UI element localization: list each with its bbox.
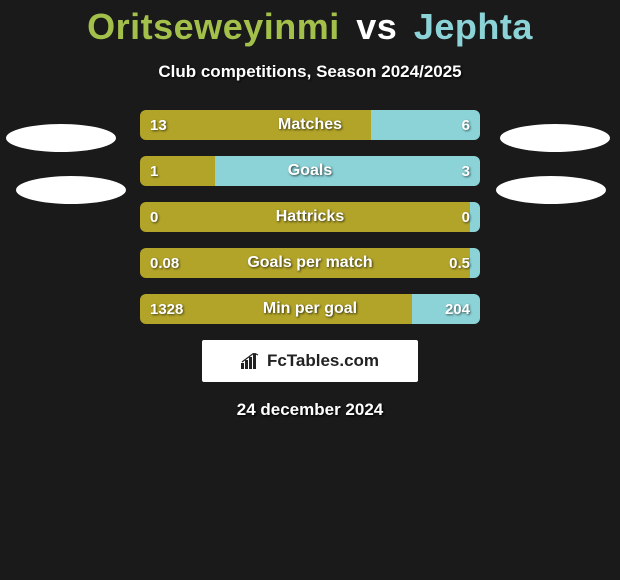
stat-left-value: 1328 [140,294,412,324]
date-label: 24 december 2024 [0,400,620,420]
stat-right-value: 3 [215,156,480,186]
stat-left-value: 13 [140,110,371,140]
page-title: Oritseweyinmi vs Jephta [0,0,620,48]
title-vs: vs [356,6,397,47]
stat-right-value: 0 [470,202,480,232]
stats-bars: 136Matches 13Goals 00Hattricks 0.080.5Goals… [70,110,550,324]
stat-left-value: 1 [140,156,215,186]
stat-left-value: 0 [140,202,470,232]
stat-right-value: 0.5 [470,248,480,278]
stat-row: 00Hattricks [140,202,480,232]
stat-row: 0.080.5Goals per match [140,248,480,278]
stat-left-value: 0.08 [140,248,470,278]
title-player2: Jephta [414,6,533,47]
stat-row: 13Goals [140,156,480,186]
fctables-logo: FcTables.com [202,340,418,382]
stat-row: 1328204Min per goal [140,294,480,324]
stat-right-value: 204 [412,294,480,324]
logo-text: FcTables.com [267,351,379,371]
stat-row: 136Matches [140,110,480,140]
title-player1: Oritseweyinmi [87,6,340,47]
subtitle: Club competitions, Season 2024/2025 [0,62,620,82]
comparison-infographic: Oritseweyinmi vs Jephta Club competition… [0,0,620,580]
stat-right-value: 6 [371,110,480,140]
bar-chart-icon [241,353,261,369]
